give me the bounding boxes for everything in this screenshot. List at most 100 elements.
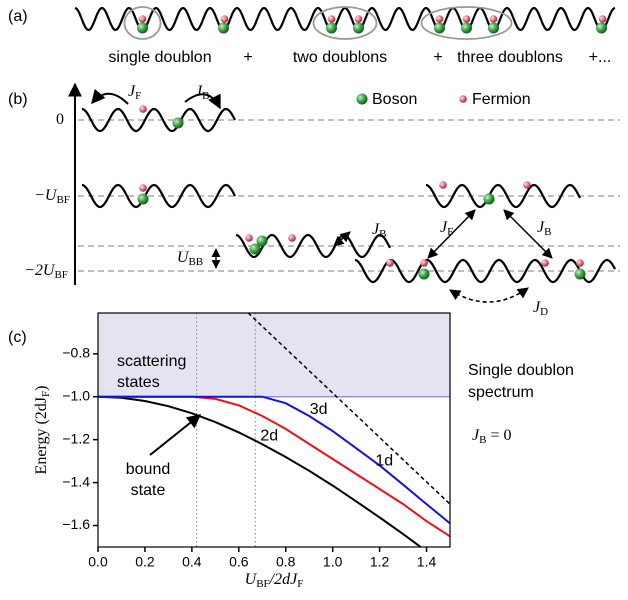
- hop-label: JD: [533, 299, 548, 318]
- fermion: [420, 259, 428, 267]
- annotation: state: [131, 482, 166, 499]
- series-term: three doublons: [457, 49, 563, 66]
- scattering-region: [98, 313, 450, 397]
- fermion: [439, 181, 447, 189]
- gap-label: UBB: [177, 249, 203, 268]
- asymptote: [247, 313, 450, 505]
- annotation-arrow: [149, 414, 202, 456]
- x-tick-label: 0.2: [135, 554, 155, 570]
- lattice-potential: [81, 107, 236, 133]
- series-line: [98, 395, 450, 525]
- fermion: [139, 184, 147, 192]
- panel-label: (c): [8, 329, 27, 346]
- hop-arrow: [184, 93, 221, 110]
- y-tick-label: −1.0: [62, 387, 90, 403]
- legend-label: Fermion: [472, 91, 531, 108]
- subscript: F: [447, 226, 453, 238]
- hop-label: JB: [195, 83, 209, 102]
- fermion: [598, 15, 607, 23]
- series-term: +: [433, 49, 442, 66]
- x-tick-label: 0.4: [182, 554, 202, 570]
- subscript: F: [135, 90, 141, 102]
- text-part: ): [33, 386, 50, 391]
- fermion: [138, 15, 147, 23]
- x-tick-label: 0.6: [229, 554, 249, 570]
- hop-arrow: [427, 209, 476, 259]
- fermion: [462, 15, 471, 23]
- hop-label: JF: [128, 83, 141, 102]
- x-axis-label: UBF/2dJF: [245, 571, 304, 590]
- subscript: F: [297, 578, 303, 590]
- annotation: Single doublon: [468, 362, 574, 379]
- text-part: U: [177, 249, 190, 266]
- y-tick-label: −1.4: [62, 473, 90, 489]
- series-label: 1d: [375, 452, 393, 469]
- x-tick-label: 1.2: [370, 554, 390, 570]
- lattice-potential: [81, 183, 236, 209]
- y-tick-label: −0.8: [62, 344, 90, 360]
- boson: [574, 268, 586, 280]
- boson: [137, 22, 148, 34]
- series-label: 2d: [260, 428, 278, 445]
- x-tick-label: 1.0: [323, 554, 343, 570]
- text-part: J: [372, 221, 380, 238]
- annotation: bound: [126, 461, 171, 478]
- legend-label: Boson: [372, 91, 417, 108]
- boson: [353, 22, 364, 34]
- series-term: two doublons: [293, 49, 387, 66]
- y-tick-label: −1.6: [62, 516, 90, 532]
- annotation: spectrum: [468, 384, 534, 401]
- fermion: [139, 105, 147, 113]
- x-tick-label: 0.8: [276, 554, 296, 570]
- y-tick-label: −1.2: [62, 430, 90, 446]
- x-tick-label: 0.0: [88, 554, 108, 570]
- text-part: = 0: [486, 427, 511, 444]
- doublon-group: [420, 6, 513, 40]
- fermion: [576, 259, 584, 267]
- boson: [483, 193, 495, 205]
- plot-lines: [98, 313, 450, 547]
- level-label: −2UBF: [24, 262, 68, 281]
- hop-arrow: [91, 88, 129, 105]
- boson: [249, 243, 261, 255]
- panel-label: (b): [8, 91, 28, 108]
- plot-frame: [97, 312, 451, 548]
- annotation: JB = 0: [472, 427, 511, 446]
- subscript: BF: [56, 194, 69, 206]
- subscript: F: [40, 391, 52, 397]
- text-part: J: [472, 427, 480, 444]
- text-part: −U: [34, 187, 58, 204]
- fermion: [288, 234, 296, 242]
- subscript: B: [379, 228, 386, 240]
- series-term: single doublon: [108, 49, 211, 66]
- text-part: J: [195, 83, 203, 100]
- hop-label: JB: [537, 219, 551, 238]
- fermion: [386, 259, 394, 267]
- hop-arrow: [503, 209, 553, 259]
- text-part: 0: [56, 111, 64, 128]
- boson: [256, 235, 268, 247]
- subscript: BF: [54, 269, 67, 281]
- level-label: 0: [56, 111, 64, 128]
- fermion: [459, 95, 467, 103]
- fermion: [489, 15, 498, 23]
- subscript: B: [479, 434, 486, 446]
- y-axis-label: Energy (2dJF): [33, 386, 52, 475]
- lattice-potential: [425, 183, 581, 209]
- text-part: J: [128, 83, 136, 100]
- series-term: +: [243, 49, 252, 66]
- hop-label: JB: [372, 221, 386, 240]
- boson: [418, 268, 430, 280]
- doublon-group: [123, 6, 162, 40]
- x-tick-label: 1.4: [417, 554, 437, 570]
- lattice-potential: [235, 233, 391, 259]
- boson: [461, 22, 472, 34]
- doublon-group: [312, 6, 378, 40]
- fermion: [354, 15, 363, 23]
- subscript: D: [540, 306, 548, 318]
- boson: [356, 93, 368, 105]
- fermion: [220, 15, 229, 23]
- text-part: U: [245, 571, 258, 588]
- fermion: [327, 15, 336, 23]
